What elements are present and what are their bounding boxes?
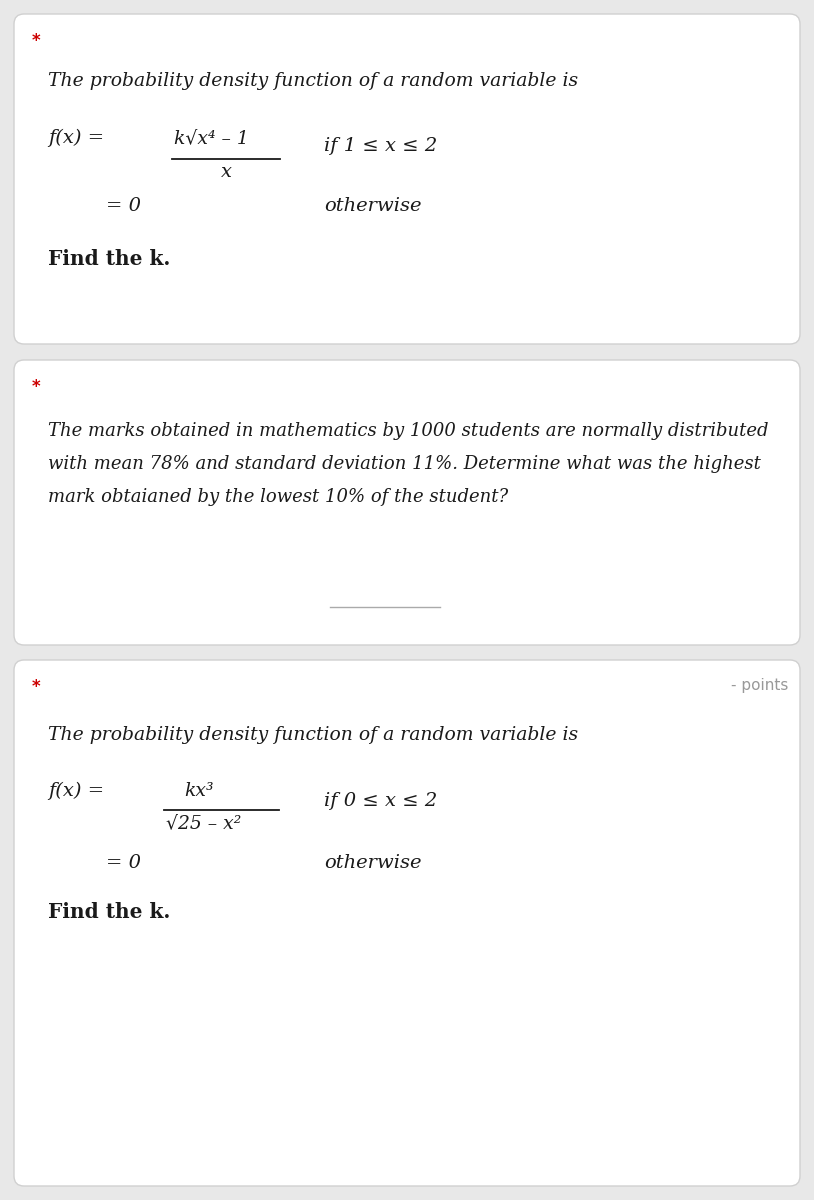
Text: *: * [32, 32, 41, 50]
FancyBboxPatch shape [14, 14, 800, 344]
Text: f(x) =: f(x) = [48, 128, 104, 148]
Text: kx³: kx³ [184, 782, 213, 800]
Text: Find the k.: Find the k. [48, 902, 170, 922]
FancyBboxPatch shape [14, 660, 800, 1186]
FancyBboxPatch shape [14, 360, 800, 646]
Text: The probability density function of a random variable is: The probability density function of a ra… [48, 72, 578, 90]
Text: otherwise: otherwise [324, 197, 422, 215]
Text: *: * [32, 378, 41, 396]
Text: if 0 ≤ x ≤ 2: if 0 ≤ x ≤ 2 [324, 792, 437, 810]
Text: = 0: = 0 [106, 197, 141, 215]
Text: Find the k.: Find the k. [48, 248, 170, 269]
Text: with mean 78% and standard deviation 11%. Determine what was the highest: with mean 78% and standard deviation 11%… [48, 455, 761, 473]
Text: k√x⁴ – 1: k√x⁴ – 1 [174, 128, 249, 146]
Text: The probability density function of a random variable is: The probability density function of a ra… [48, 726, 578, 744]
Text: √25 – x²: √25 – x² [166, 814, 241, 832]
Text: The marks obtained in mathematics by 1000 students are normally distributed: The marks obtained in mathematics by 100… [48, 422, 768, 440]
Text: = 0: = 0 [106, 854, 141, 872]
Text: if 1 ≤ x ≤ 2: if 1 ≤ x ≤ 2 [324, 137, 437, 155]
Text: - points: - points [731, 678, 788, 692]
Text: otherwise: otherwise [324, 854, 422, 872]
Text: x: x [221, 163, 231, 181]
Text: mark obtaianed by the lowest 10% of the student?: mark obtaianed by the lowest 10% of the … [48, 488, 508, 506]
Text: f(x) =: f(x) = [48, 782, 104, 800]
Text: *: * [32, 678, 41, 696]
